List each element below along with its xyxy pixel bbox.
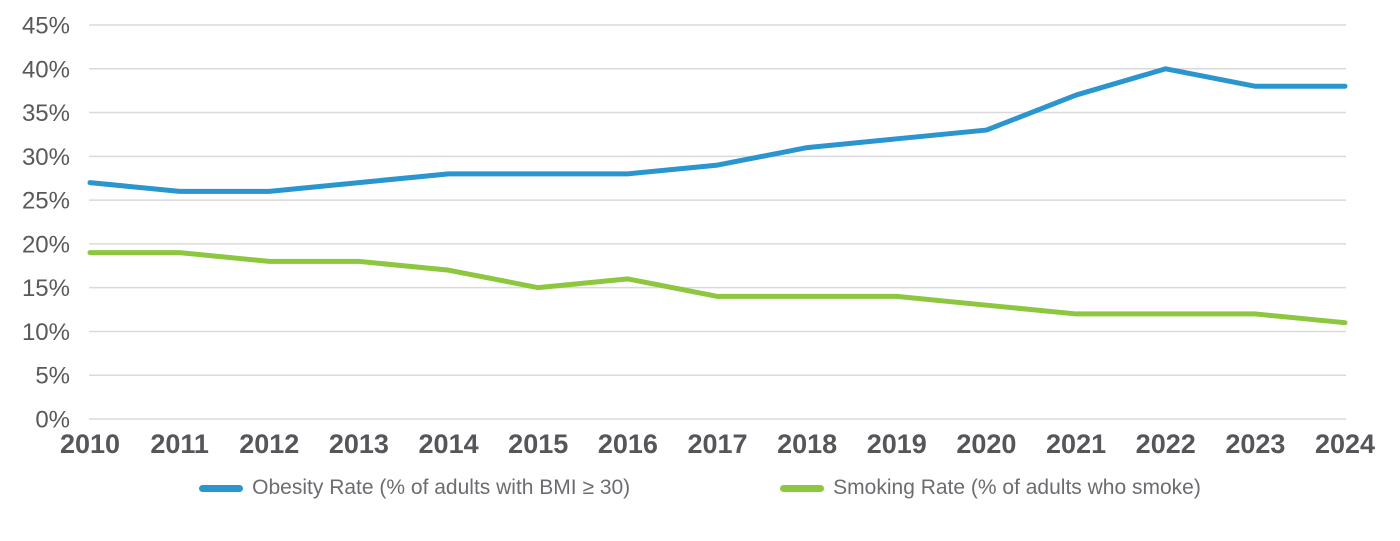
y-axis-tick-label: 25% (22, 188, 70, 215)
legend-label-obesity: Obesity Rate (% of adults with BMI ≥ 30) (252, 476, 631, 499)
x-axis-tick-label: 2019 (867, 429, 927, 459)
y-axis-tick-label: 40% (22, 56, 70, 83)
y-axis-tick-label: 0% (35, 407, 70, 434)
y-axis-tick-label: 20% (22, 231, 70, 258)
x-axis-tick-label: 2022 (1136, 429, 1196, 459)
x-axis-tick-label: 2016 (598, 429, 658, 459)
obesity-line-swatch-icon (199, 484, 244, 492)
y-axis-tick-label: 30% (22, 144, 70, 171)
chart-legend: Obesity Rate (% of adults with BMI ≥ 30)… (0, 476, 1400, 500)
x-axis-tick-label: 2014 (419, 429, 479, 459)
smoking-rate-line (87, 250, 1348, 326)
y-axis-tick-label: 15% (22, 275, 70, 302)
x-axis-tick-label: 2020 (956, 429, 1016, 459)
x-axis-tick-label: 2010 (60, 429, 120, 459)
x-axis-tick-label: 2013 (329, 429, 389, 459)
x-axis-tick-label: 2017 (687, 429, 747, 459)
legend-label-smoking: Smoking Rate (% of adults who smoke) (833, 476, 1201, 499)
legend-item-obesity: Obesity Rate (% of adults with BMI ≥ 30) (199, 476, 630, 500)
chart-plot-area: 0% 5% 10% 15% 20% 25% 30% 35% 40% 45% 2010 2011 2012… (22, 13, 1375, 460)
obesity-rate-line (87, 66, 1348, 194)
y-axis-tick-label: 45% (22, 13, 70, 40)
x-axis-tick-label: 2011 (150, 429, 209, 459)
legend-item-smoking: Smoking Rate (% of adults who smoke) (780, 476, 1201, 500)
x-axis-tick-label: 2021 (1046, 429, 1106, 459)
y-axis-tick-label: 10% (22, 319, 70, 346)
y-axis-tick-label: 35% (22, 100, 70, 127)
x-axis-tick-label: 2023 (1225, 429, 1285, 459)
x-axis-tick-label: 2015 (508, 429, 568, 459)
smoking-line-swatch-icon (780, 484, 825, 492)
x-axis-tick-label: 2018 (777, 429, 837, 459)
y-axis-tick-label: 5% (35, 363, 70, 390)
x-axis-tick-label: 2024 (1315, 429, 1375, 459)
x-axis-tick-label: 2012 (239, 429, 299, 459)
